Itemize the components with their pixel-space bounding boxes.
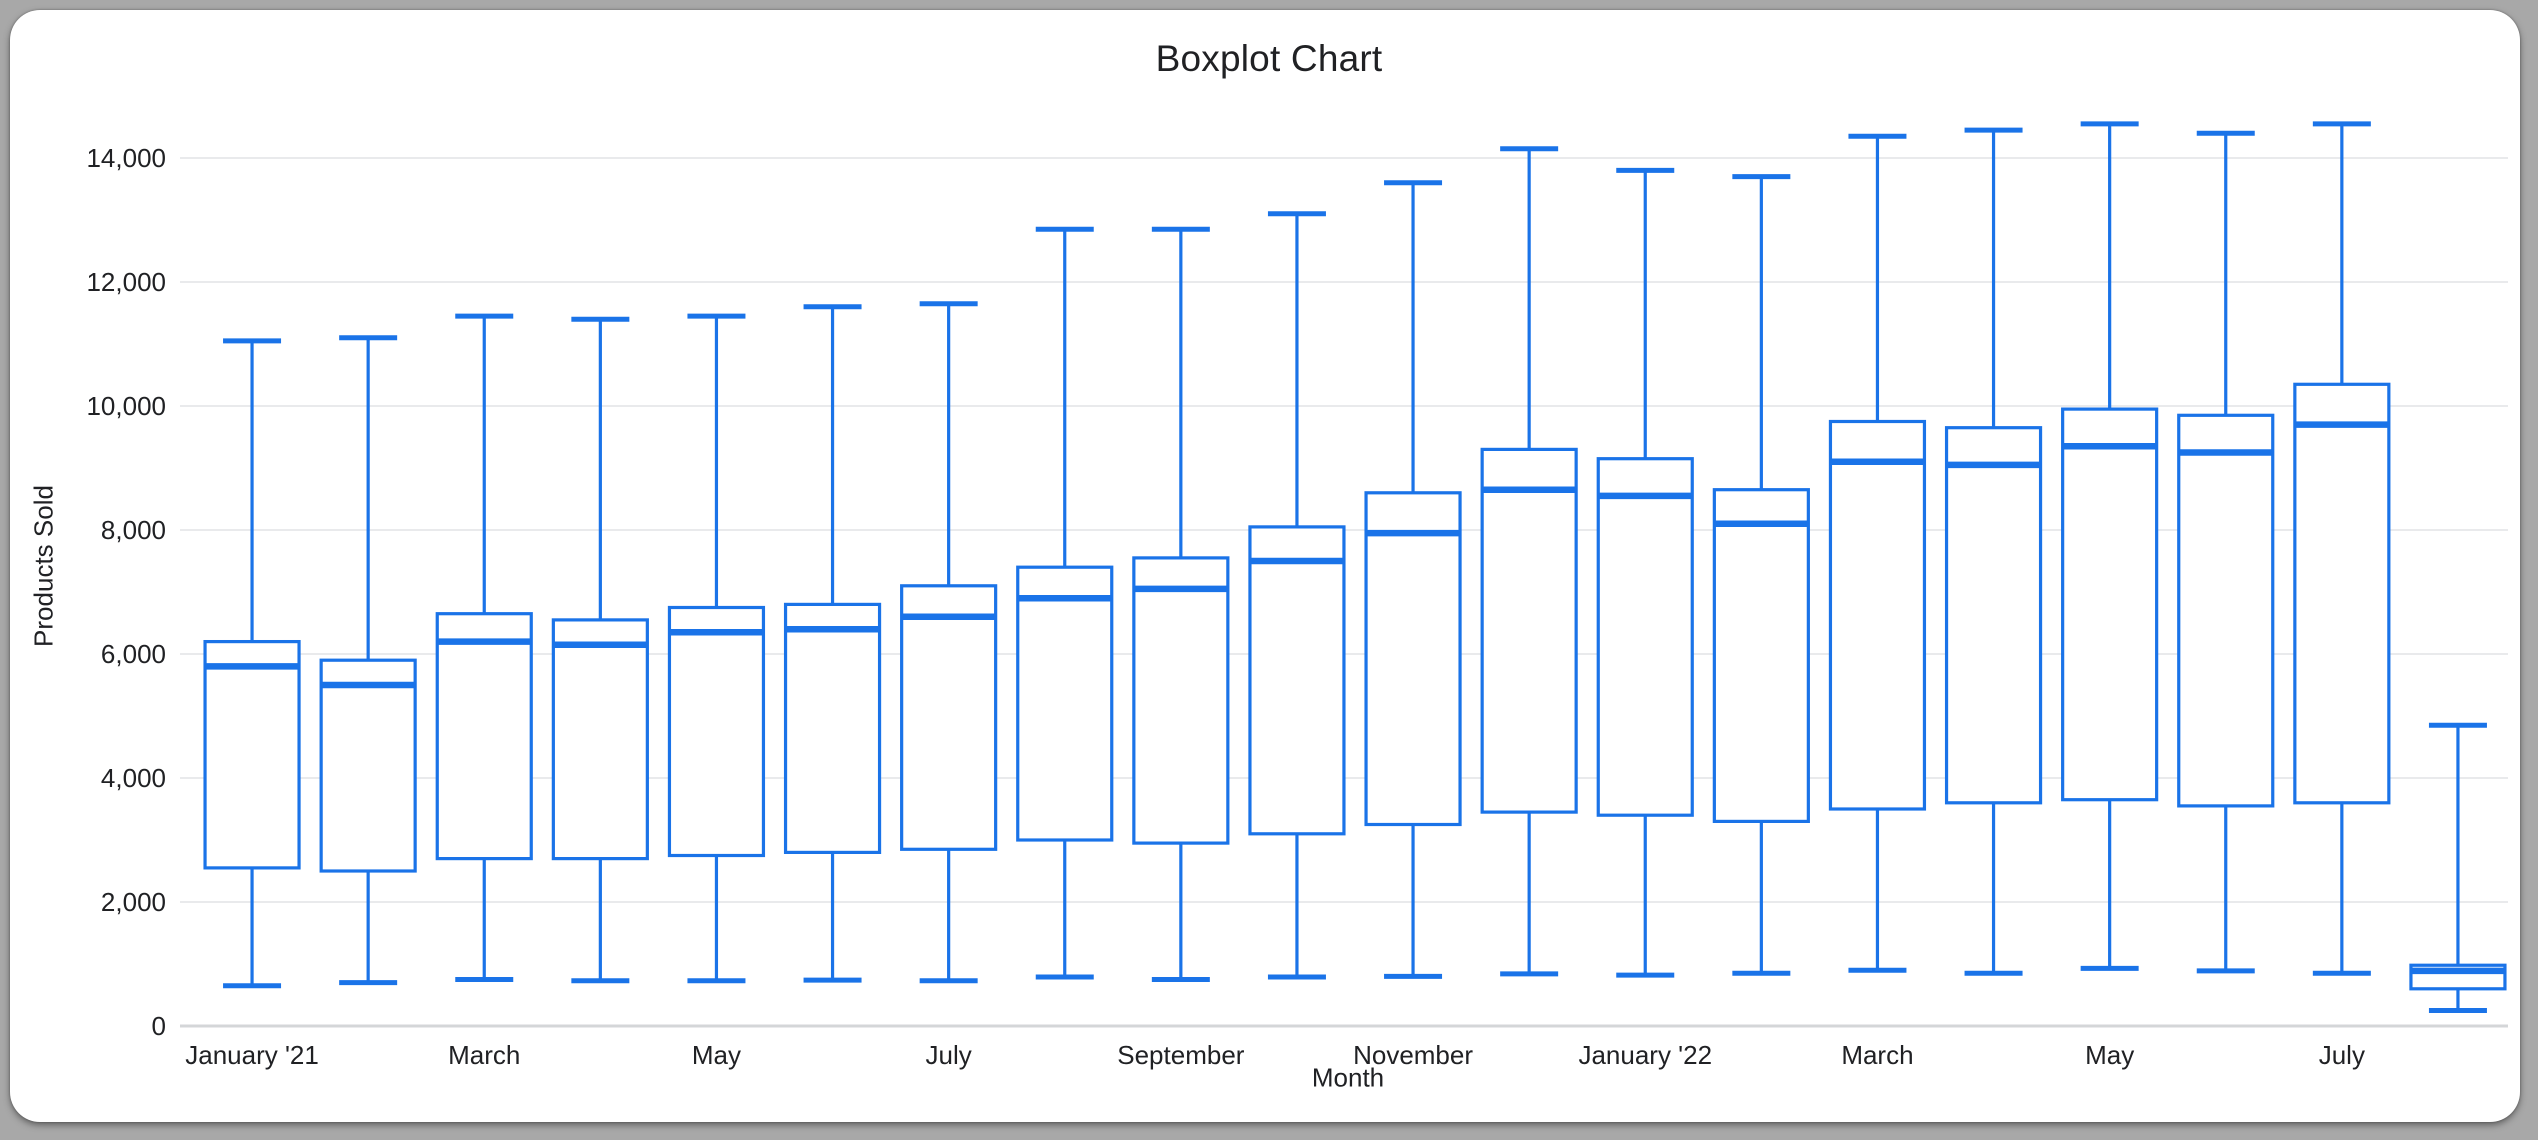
x-tick-label: November bbox=[1353, 1040, 1474, 1070]
x-tick-label: January '22 bbox=[1578, 1040, 1713, 1070]
x-tick-label: May bbox=[2085, 1040, 2135, 1070]
y-tick-label: 4,000 bbox=[100, 763, 166, 793]
boxplot-series-layer bbox=[203, 121, 2507, 1013]
box-plot bbox=[319, 335, 417, 986]
box-plot bbox=[203, 338, 301, 989]
chart-title: Boxplot Chart bbox=[1155, 38, 1383, 79]
box-plot bbox=[1596, 167, 1694, 978]
x-tick-label: March bbox=[448, 1040, 521, 1070]
box-plot bbox=[2177, 130, 2275, 974]
box-plot bbox=[2061, 121, 2159, 971]
x-tick-label: January '21 bbox=[185, 1040, 319, 1070]
box-plot bbox=[1944, 127, 2043, 976]
x-axis-title: Month bbox=[1311, 1062, 1385, 1093]
x-tick-label: March bbox=[1841, 1040, 1914, 1070]
y-tick-label: 14,000 bbox=[86, 143, 166, 173]
x-tick-label: May bbox=[691, 1040, 741, 1070]
box-plot bbox=[435, 313, 533, 982]
box-plot bbox=[783, 304, 882, 983]
box-plot bbox=[1712, 174, 1810, 976]
x-tick-label: July bbox=[925, 1040, 972, 1070]
box-plot bbox=[1248, 211, 1346, 980]
box-plot bbox=[1016, 226, 1114, 980]
box-plot bbox=[667, 313, 766, 984]
box-plot bbox=[1828, 133, 1927, 973]
y-tick-label: 12,000 bbox=[86, 267, 166, 297]
box-plot bbox=[1132, 226, 1230, 982]
x-tick-label: September bbox=[1117, 1040, 1245, 1070]
y-tick-label: 0 bbox=[151, 1011, 166, 1041]
x-tick-label: July bbox=[2318, 1040, 2365, 1070]
box-plot bbox=[900, 301, 998, 984]
box-plot bbox=[2293, 121, 2391, 976]
box-plot bbox=[2409, 722, 2507, 1013]
box-plot bbox=[551, 316, 649, 984]
y-tick-label: 2,000 bbox=[100, 887, 166, 917]
y-tick-label: 8,000 bbox=[100, 515, 166, 545]
y-axis-title: Products Sold bbox=[28, 485, 59, 647]
box-plot bbox=[1364, 180, 1462, 979]
y-tick-label: 6,000 bbox=[100, 639, 166, 669]
y-tick-label: 10,000 bbox=[86, 391, 166, 421]
box-plot bbox=[1480, 146, 1578, 977]
